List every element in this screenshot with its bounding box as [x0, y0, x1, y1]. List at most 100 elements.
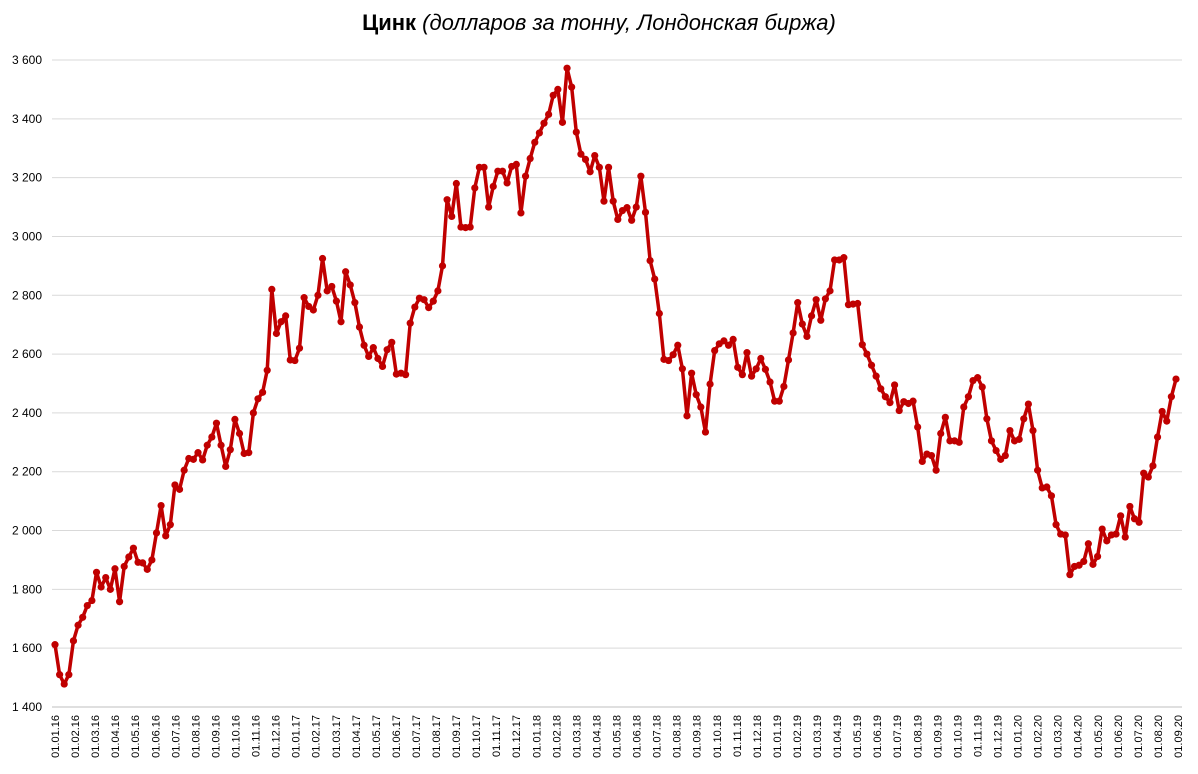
data-point — [143, 565, 151, 573]
data-point — [295, 344, 304, 352]
data-point — [992, 446, 1000, 455]
data-point — [568, 83, 576, 91]
data-point — [342, 268, 350, 276]
data-point — [1024, 400, 1032, 408]
data-point — [365, 352, 373, 361]
data-point — [794, 299, 802, 307]
data-point — [549, 91, 557, 99]
data-point — [706, 380, 714, 388]
data-point — [282, 312, 290, 320]
data-point — [641, 208, 650, 216]
x-tick-label: 01.02.19 — [792, 715, 804, 758]
data-point — [655, 309, 663, 318]
data-point — [729, 335, 737, 343]
data-point — [1167, 393, 1175, 401]
data-point — [877, 385, 885, 393]
x-tick-label: 01.09.19 — [932, 715, 944, 758]
data-point — [960, 403, 968, 411]
data-point — [189, 455, 197, 463]
data-point — [1112, 530, 1120, 538]
data-point — [614, 215, 622, 223]
x-tick-label: 01.05.19 — [852, 715, 864, 758]
data-point — [895, 406, 903, 415]
data-point — [978, 383, 986, 391]
data-point — [369, 344, 377, 352]
data-point — [263, 366, 271, 374]
x-tick-label: 01.10.19 — [952, 715, 964, 758]
data-point — [235, 429, 244, 438]
x-tick-label: 01.06.20 — [1113, 715, 1125, 758]
x-tick-label: 01.01.16 — [50, 715, 62, 758]
data-point — [867, 361, 876, 369]
x-tick-label: 01.12.16 — [271, 715, 283, 758]
data-point — [471, 184, 479, 192]
data-point — [1015, 435, 1023, 443]
y-tick-label: 2 800 — [12, 288, 42, 302]
data-point — [817, 316, 825, 324]
data-point — [102, 574, 110, 582]
data-point — [711, 346, 719, 355]
data-point — [1089, 560, 1097, 568]
data-point — [448, 212, 456, 221]
data-point — [840, 254, 848, 262]
data-point — [434, 287, 442, 295]
data-point — [443, 196, 451, 204]
x-tick-label: 01.09.20 — [1173, 715, 1185, 758]
data-point — [697, 403, 705, 411]
data-point — [692, 391, 700, 399]
data-point — [199, 456, 207, 464]
data-point — [803, 332, 811, 341]
data-point — [752, 365, 760, 373]
data-point — [152, 529, 161, 537]
data-point — [406, 319, 414, 327]
series-line — [53, 66, 1178, 686]
data-point — [420, 296, 428, 304]
data-point — [632, 203, 640, 211]
x-tick-label: 01.09.17 — [451, 715, 463, 758]
data-point — [563, 64, 571, 72]
y-tick-label: 2 200 — [12, 465, 42, 479]
x-tick-label: 01.06.17 — [391, 715, 403, 758]
x-tick-label: 01.12.19 — [993, 715, 1005, 758]
x-tick-label: 01.06.16 — [150, 715, 162, 758]
data-point — [328, 282, 336, 291]
x-tick-label: 01.08.18 — [672, 715, 684, 758]
data-point — [355, 323, 364, 331]
data-point — [724, 341, 733, 349]
data-point — [65, 671, 73, 679]
data-point — [545, 110, 553, 119]
data-point — [388, 338, 396, 346]
x-tick-label: 01.08.16 — [190, 715, 202, 758]
x-tick-label: 01.07.16 — [170, 715, 182, 758]
x-tick-label: 01.10.17 — [471, 715, 483, 758]
x-tick-label: 01.11.19 — [973, 715, 985, 757]
x-tick-label: 01.07.19 — [892, 715, 904, 758]
data-point — [932, 466, 940, 474]
data-point — [738, 371, 746, 379]
data-point — [466, 223, 474, 231]
data-point — [881, 393, 889, 401]
data-point — [452, 179, 460, 188]
data-point — [1098, 525, 1106, 533]
data-point — [517, 209, 525, 217]
data-point — [1093, 552, 1102, 561]
data-point — [125, 553, 133, 561]
data-point — [129, 544, 138, 552]
x-tick-label: 01.07.20 — [1133, 715, 1145, 758]
data-point — [955, 438, 963, 446]
data-point — [535, 129, 543, 137]
data-point — [148, 556, 156, 564]
data-point — [51, 641, 59, 649]
data-point — [111, 565, 119, 573]
data-point — [503, 179, 511, 187]
x-tick-label: 01.08.17 — [431, 715, 443, 758]
data-point — [411, 303, 419, 311]
data-point — [558, 118, 567, 126]
data-point — [914, 423, 922, 431]
data-point — [1163, 417, 1171, 425]
data-point — [314, 291, 322, 299]
data-point — [69, 637, 78, 645]
x-tick-label: 01.05.16 — [130, 715, 142, 758]
y-tick-label: 2 400 — [12, 406, 42, 420]
